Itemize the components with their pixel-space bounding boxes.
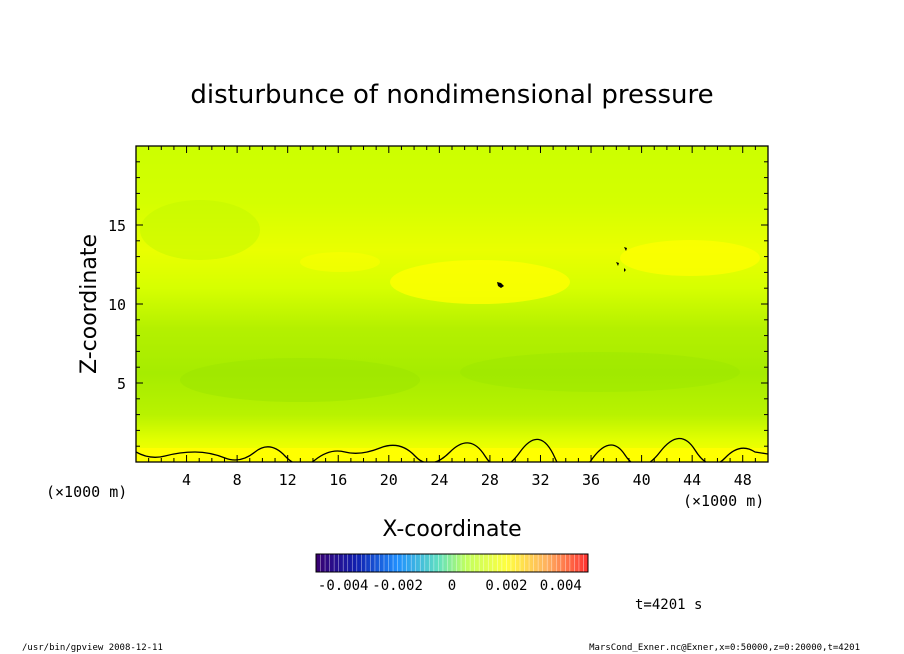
y-tick-label: 10 — [108, 296, 126, 314]
x-tick-label: 4 — [182, 471, 191, 489]
contour-marker-4 — [624, 268, 626, 272]
x-tick-label: 24 — [430, 471, 448, 489]
footer-left: /usr/bin/gpview 2008-12-11 — [22, 643, 163, 653]
colorbar-frame — [315, 553, 589, 573]
low-pressure-patch-1 — [180, 358, 420, 402]
x-tick-label: 16 — [329, 471, 347, 489]
y-axis-label: Z-coordinate — [77, 234, 102, 374]
x-tick-label: 40 — [633, 471, 651, 489]
x-tick-label: 32 — [531, 471, 549, 489]
x-tick-label: 36 — [582, 471, 600, 489]
y-tick-label: 5 — [117, 375, 126, 393]
x-unit-label: (×1000 m) — [683, 492, 764, 510]
contour-marker-2 — [616, 262, 619, 266]
colorbar-tick-label: 0.002 — [485, 578, 527, 594]
colorbar: -0.004 -0.002 0 0.002 0.004 — [315, 553, 589, 594]
x-tick-label: 8 — [233, 471, 242, 489]
colorbar-tick-label: 0.004 — [540, 578, 582, 594]
footer-right: MarsCond_Exner.nc@Exner,x=0:50000,z=0:20… — [589, 643, 860, 653]
y-tick-label: 15 — [108, 217, 126, 235]
x-axis: 4 8 12 16 20 24 28 32 36 40 44 48 — [148, 146, 756, 489]
low-pressure-patch-3 — [140, 200, 260, 260]
x-tick-label: 44 — [683, 471, 701, 489]
contour-line-surface — [136, 437, 768, 462]
contour-marker-1 — [497, 282, 504, 288]
chart-title: disturbunce of nondimensional pressure — [190, 80, 713, 110]
x-axis-label: X-coordinate — [382, 517, 521, 542]
surface-band — [136, 448, 768, 462]
colorbar-stripes — [320, 554, 584, 572]
x-tick-label: 12 — [279, 471, 297, 489]
colorbar-tick-label: -0.004 — [318, 578, 369, 594]
x-tick-label: 28 — [481, 471, 499, 489]
colorbar-tick-label: 0 — [448, 578, 456, 594]
plot-area — [136, 146, 768, 462]
colorbar-ticks: -0.004 -0.002 0 0.002 0.004 — [318, 578, 582, 594]
time-label: t=4201 s — [635, 597, 702, 613]
y-axis: 5 10 15 — [108, 161, 768, 447]
colorbar-tick-label: -0.002 — [372, 578, 423, 594]
x-tick-label: 20 — [380, 471, 398, 489]
y-unit-label: (×1000 m) — [46, 483, 127, 501]
high-pressure-patch-3 — [300, 252, 380, 272]
heatmap-field — [136, 146, 768, 462]
high-pressure-patch-2 — [620, 240, 760, 276]
low-pressure-patch-2 — [460, 352, 740, 392]
high-pressure-patch-1 — [390, 260, 570, 304]
contour-marker-3 — [624, 247, 627, 251]
x-tick-label: 48 — [734, 471, 752, 489]
